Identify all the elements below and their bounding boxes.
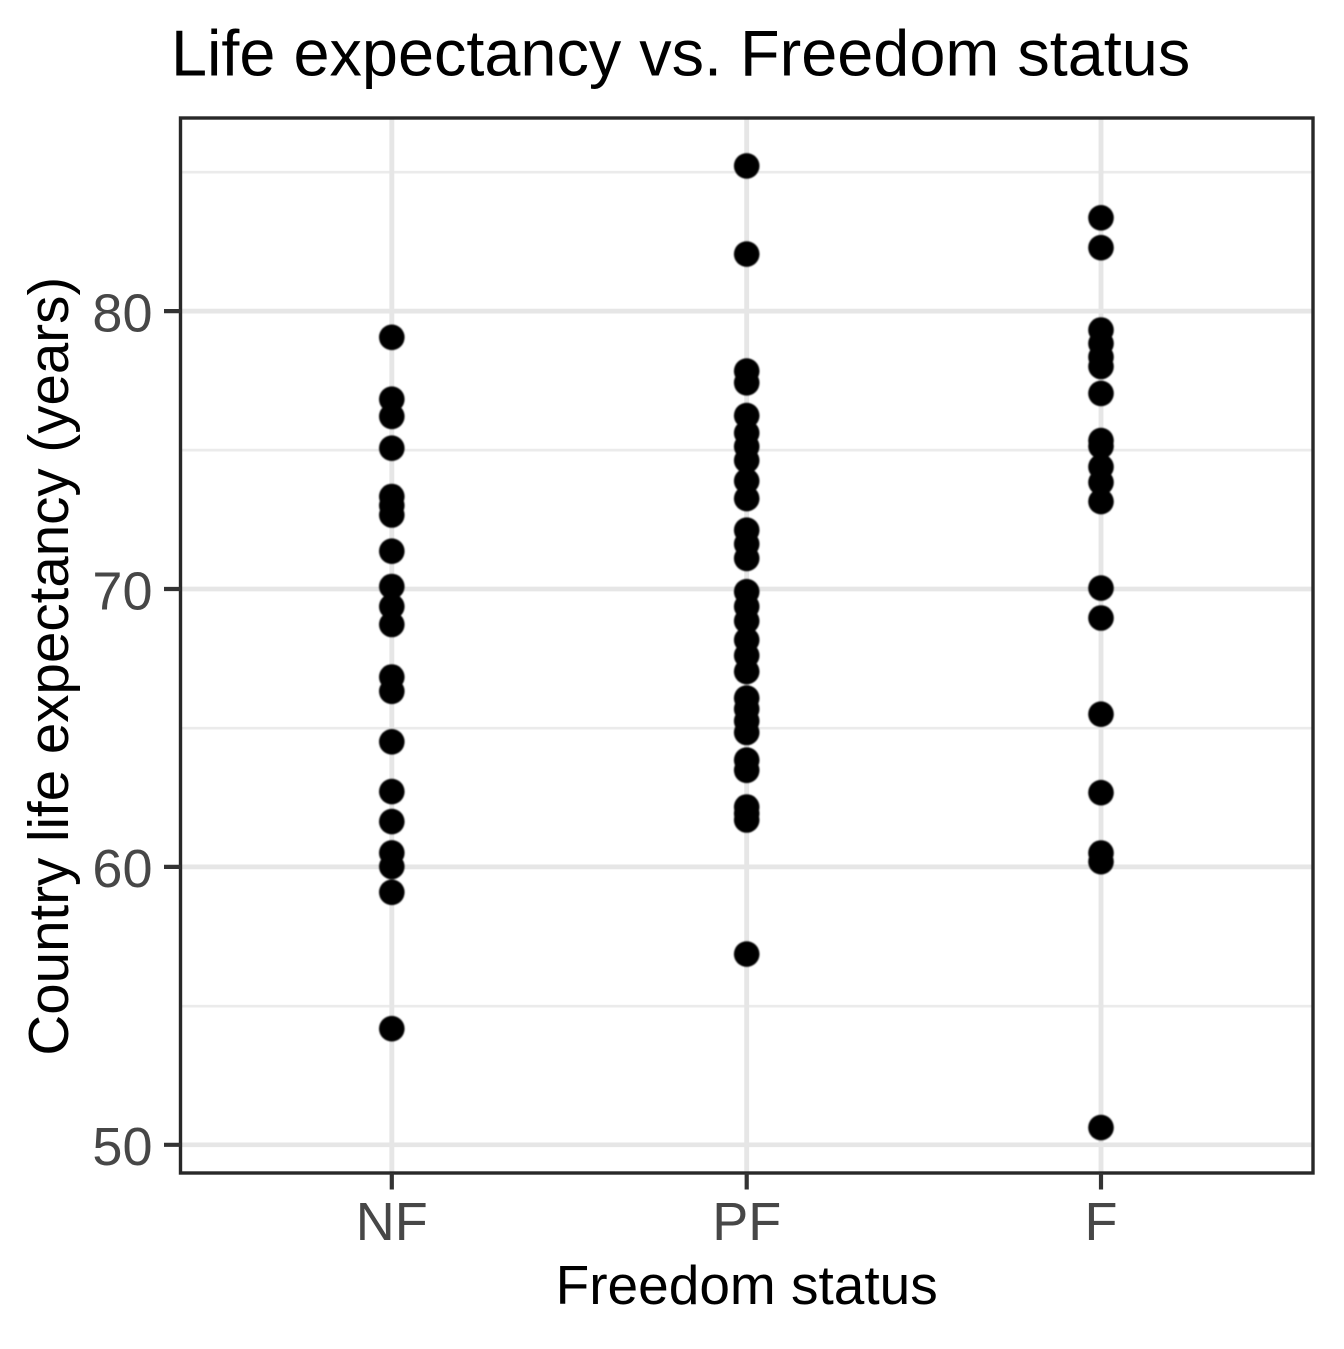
svg-text:PF: PF xyxy=(712,1192,781,1252)
svg-text:NF: NF xyxy=(356,1192,428,1252)
svg-text:60: 60 xyxy=(92,839,152,899)
svg-text:Freedom status: Freedom status xyxy=(556,1254,938,1316)
svg-text:Life expectancy vs. Freedom st: Life expectancy vs. Freedom status xyxy=(171,16,1190,89)
svg-text:80: 80 xyxy=(92,283,152,343)
svg-text:F: F xyxy=(1085,1192,1118,1252)
svg-text:70: 70 xyxy=(92,561,152,621)
svg-text:50: 50 xyxy=(92,1117,152,1177)
svg-text:Country life expectancy (years: Country life expectancy (years) xyxy=(17,277,80,1056)
